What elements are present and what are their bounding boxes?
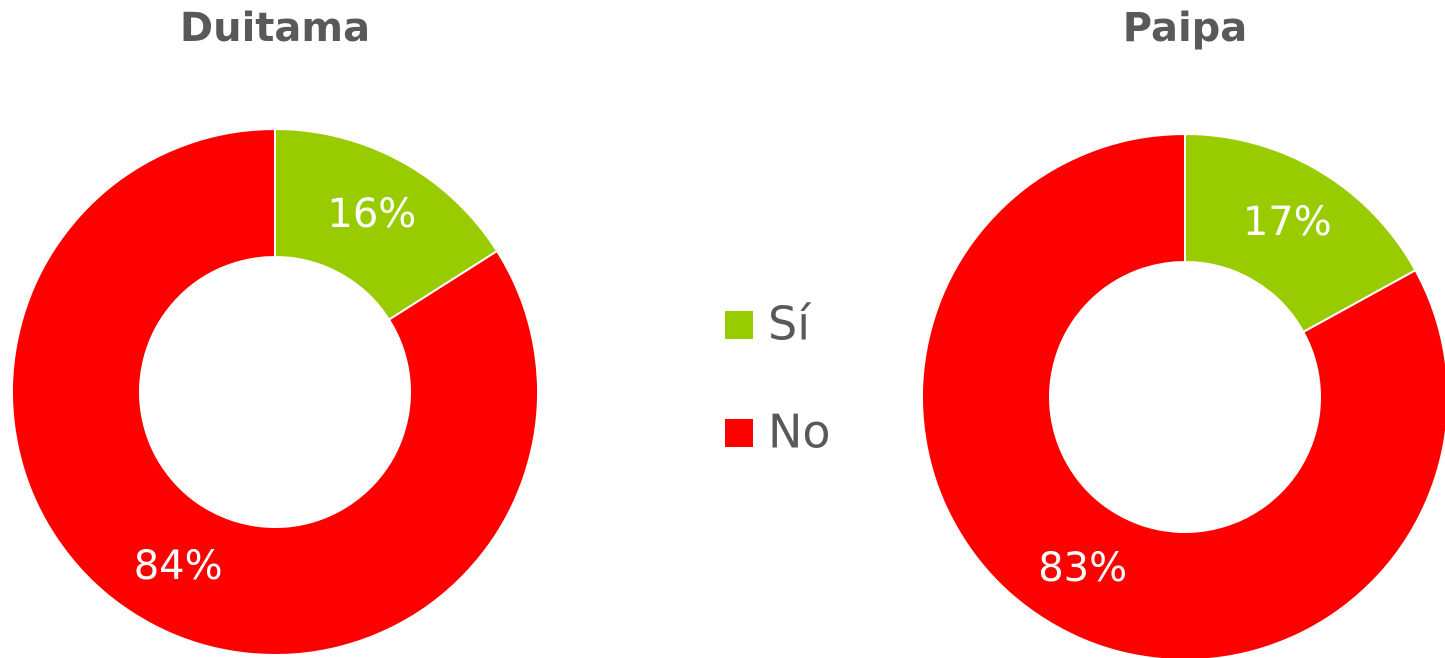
- donut-segment: [1184, 132, 1417, 334]
- data-label: 16%: [327, 191, 416, 237]
- legend-label: Sí: [768, 297, 811, 351]
- donut-segment: [921, 132, 1445, 658]
- legend-swatch: [725, 419, 753, 447]
- data-label: 83%: [1038, 545, 1127, 591]
- chart-title: Duitama: [180, 5, 370, 51]
- legend-label: No: [768, 405, 831, 459]
- data-label: 17%: [1243, 199, 1332, 245]
- donut-segment: [11, 127, 539, 656]
- donut-segment: [274, 127, 499, 322]
- legend-swatch: [725, 311, 753, 339]
- data-label: 84%: [134, 543, 223, 589]
- chart-title: Paipa: [1123, 5, 1248, 51]
